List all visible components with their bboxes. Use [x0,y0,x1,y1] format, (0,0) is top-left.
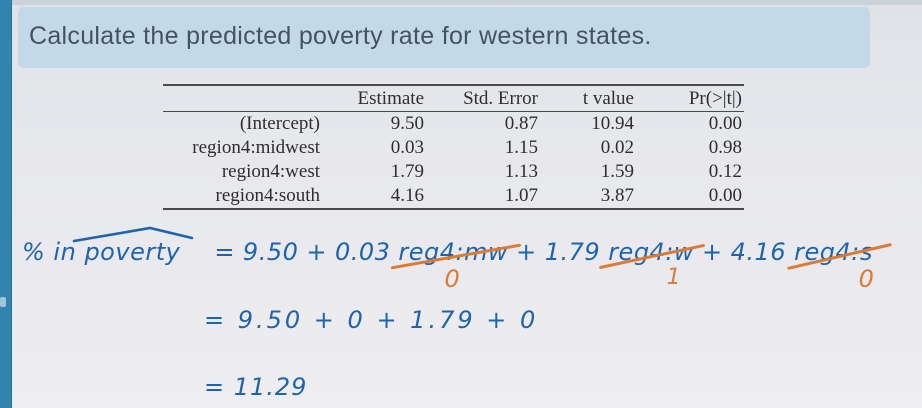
left-edge-bar [0,0,12,408]
lhs-text: % in poverty [22,238,181,266]
regression-table: Estimate Std. Error t value Pr(>|t|) (In… [163,84,744,210]
var-west: reg4:w 1 [599,238,706,290]
row-label: (Intercept) [239,113,320,134]
table-cell: 0.02 [600,137,634,158]
header-std-error: Std. Error [426,84,540,112]
substituted-value-south: 0 [858,265,875,293]
handwritten-formula-line-3: = 11.29 [204,373,308,401]
table-row: region4:midwest 0.03 1.15 0.02 0.98 [163,136,744,160]
handwritten-formula-line-1: % in poverty = 9.50 + 0.03 reg4:mw 0 + 1… [22,226,892,293]
header-empty [163,84,322,112]
row-label: region4:midwest [192,137,320,158]
plus-sign: + [702,238,723,266]
table-cell: 0.00 [636,184,744,210]
header-t-value: t value [540,84,636,112]
table-cell: 0.03 [390,137,424,158]
coef-south: 4.16 [730,238,787,266]
table-cell: 0.12 [708,161,742,182]
coef-midwest: 0.03 [334,238,391,266]
title-highlight: Calculate the predicted poverty rate for… [18,7,870,68]
table-cell: 0.98 [708,137,742,158]
var-midwest: reg4:mw 0 [391,238,522,293]
bar-notch-marker [0,297,6,307]
row-label: region4:west [221,161,320,182]
table-row: region4:west 1.79 1.13 1.59 0.12 [163,160,744,184]
table-cell: 1.59 [600,161,634,182]
formula-lhs: % in poverty [22,226,194,266]
table-header-row: Estimate Std. Error t value Pr(>|t|) [163,84,744,112]
table-cell: 1.13 [504,161,538,182]
row-label: region4:south [163,184,322,210]
plus-sign: + [516,238,537,266]
table-row: (Intercept) 9.50 0.87 10.94 0.00 [163,112,744,137]
table-cell: 4.16 [322,184,426,210]
equals-sign: = [214,238,235,266]
header-pr: Pr(>|t|) [636,84,744,112]
var-south: reg4:s 0 [787,238,892,293]
table-cell: 1.15 [504,137,538,158]
table-cell: 9.50 [390,113,424,134]
hat-icon [72,226,194,243]
top-edge-strip [0,0,922,5]
coef-west: 1.79 [544,238,601,266]
table-cell: 1.07 [426,184,540,210]
table-cell: 3.87 [540,184,636,210]
handwritten-formula-line-2: = 9.50 + 0 + 1.79 + 0 [204,306,539,334]
coef-intercept: 9.50 [242,238,299,266]
table-cell: 10.94 [591,113,634,134]
table-cell: 0.00 [708,113,742,134]
substituted-value-midwest: 0 [444,265,461,293]
substituted-value-west: 1 [666,265,682,290]
table-row: region4:south 4.16 1.07 3.87 0.00 [163,184,744,210]
page-title: Calculate the predicted poverty rate for… [29,22,652,50]
table-cell: 1.79 [390,161,424,182]
plus-sign: + [306,238,327,266]
header-estimate: Estimate [322,84,426,112]
table-cell: 0.87 [504,113,538,134]
